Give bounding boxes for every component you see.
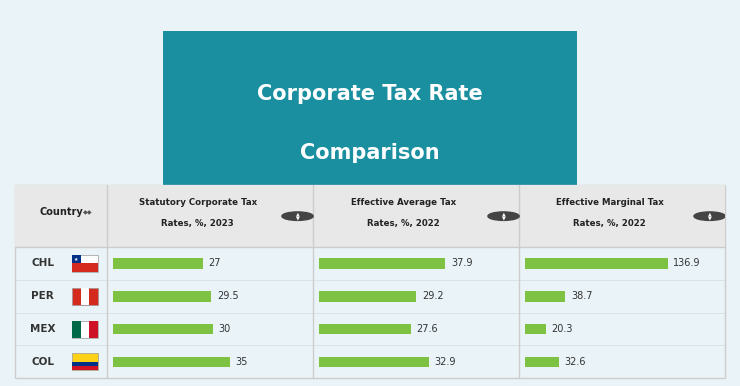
Bar	[72, 320, 98, 338]
Text: Effective Marginal Tax: Effective Marginal Tax	[556, 198, 664, 207]
Text: Effective Average Tax: Effective Average Tax	[352, 198, 457, 207]
Bar	[72, 366, 98, 371]
Text: 29.5: 29.5	[217, 291, 238, 301]
Text: PER: PER	[31, 291, 54, 301]
Bar	[525, 357, 559, 367]
Text: COL: COL	[31, 357, 54, 367]
Text: ▲
▼: ▲ ▼	[707, 212, 711, 221]
Text: Rates, %, 2023: Rates, %, 2023	[161, 219, 234, 229]
Text: ▲
▼: ▲ ▼	[296, 212, 300, 221]
Text: 38.7: 38.7	[571, 291, 593, 301]
Text: 136.9: 136.9	[673, 259, 701, 268]
Text: CHL: CHL	[31, 259, 54, 268]
Text: Country: Country	[39, 207, 83, 217]
FancyBboxPatch shape	[147, 24, 593, 208]
Bar	[72, 288, 98, 305]
Text: MEX: MEX	[30, 324, 56, 334]
Text: Statutory Corporate Tax: Statutory Corporate Tax	[138, 198, 257, 207]
Text: Rates, %, 2022: Rates, %, 2022	[368, 219, 440, 229]
Text: 20.3: 20.3	[552, 324, 574, 334]
Bar	[525, 324, 546, 334]
Bar	[89, 320, 98, 338]
Text: 35: 35	[235, 357, 248, 367]
Bar	[72, 362, 98, 366]
Bar	[112, 357, 229, 367]
Bar	[319, 357, 428, 367]
Bar	[319, 324, 411, 334]
Bar	[81, 288, 89, 305]
Text: ★: ★	[74, 257, 78, 262]
Text: Rates, %, 2022: Rates, %, 2022	[574, 219, 646, 229]
Bar	[72, 263, 98, 272]
Bar	[525, 291, 565, 301]
Bar	[72, 255, 98, 272]
Circle shape	[282, 212, 313, 220]
Bar	[72, 320, 81, 338]
Bar	[72, 353, 98, 371]
Bar	[525, 258, 667, 269]
Text: 27.6: 27.6	[417, 324, 438, 334]
Text: 32.9: 32.9	[434, 357, 456, 367]
Text: Comparison: Comparison	[300, 143, 440, 163]
Text: 27: 27	[209, 259, 221, 268]
Bar	[319, 258, 445, 269]
Text: 32.6: 32.6	[565, 357, 586, 367]
Circle shape	[488, 212, 519, 220]
Text: ◆◆: ◆◆	[83, 210, 92, 215]
Bar	[72, 255, 81, 263]
Text: ▲
▼: ▲ ▼	[502, 212, 505, 221]
Text: Corporate Tax Rate: Corporate Tax Rate	[257, 84, 483, 104]
Bar	[319, 291, 417, 301]
Bar	[112, 258, 203, 269]
Bar	[112, 291, 212, 301]
Circle shape	[694, 212, 725, 220]
Bar	[112, 324, 213, 334]
Text: 30: 30	[219, 324, 231, 334]
Bar	[15, 185, 725, 247]
Text: 37.9: 37.9	[451, 259, 473, 268]
Text: 29.2: 29.2	[422, 291, 444, 301]
